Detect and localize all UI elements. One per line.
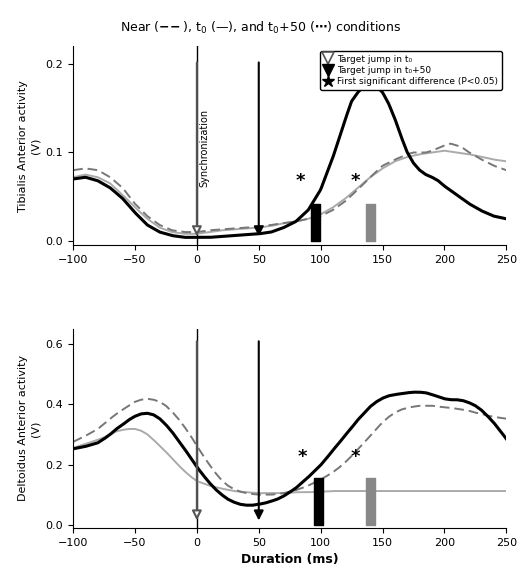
Text: *: * <box>298 448 307 466</box>
Legend: Target jump in t₀, Target jump in t₀+50, First significant difference (P<0.05): Target jump in t₀, Target jump in t₀+50,… <box>320 51 502 90</box>
Y-axis label: Deltoidus Anterior activity
(V): Deltoidus Anterior activity (V) <box>18 356 40 501</box>
X-axis label: Duration (ms): Duration (ms) <box>241 553 339 566</box>
Text: *: * <box>296 172 305 190</box>
Text: Near ($\mathregular{\mathbf{-\!-}}$), t$_0$ ($\mathbf{—}$), and t$_0$+50 ($\math: Near ($\mathregular{\mathbf{-\!-}}$), t$… <box>121 20 401 37</box>
Y-axis label: Tibialis Anterior activity
(V): Tibialis Anterior activity (V) <box>18 80 40 212</box>
Text: Synchronization: Synchronization <box>199 109 209 187</box>
Text: *: * <box>351 172 360 190</box>
Text: *: * <box>351 448 360 466</box>
